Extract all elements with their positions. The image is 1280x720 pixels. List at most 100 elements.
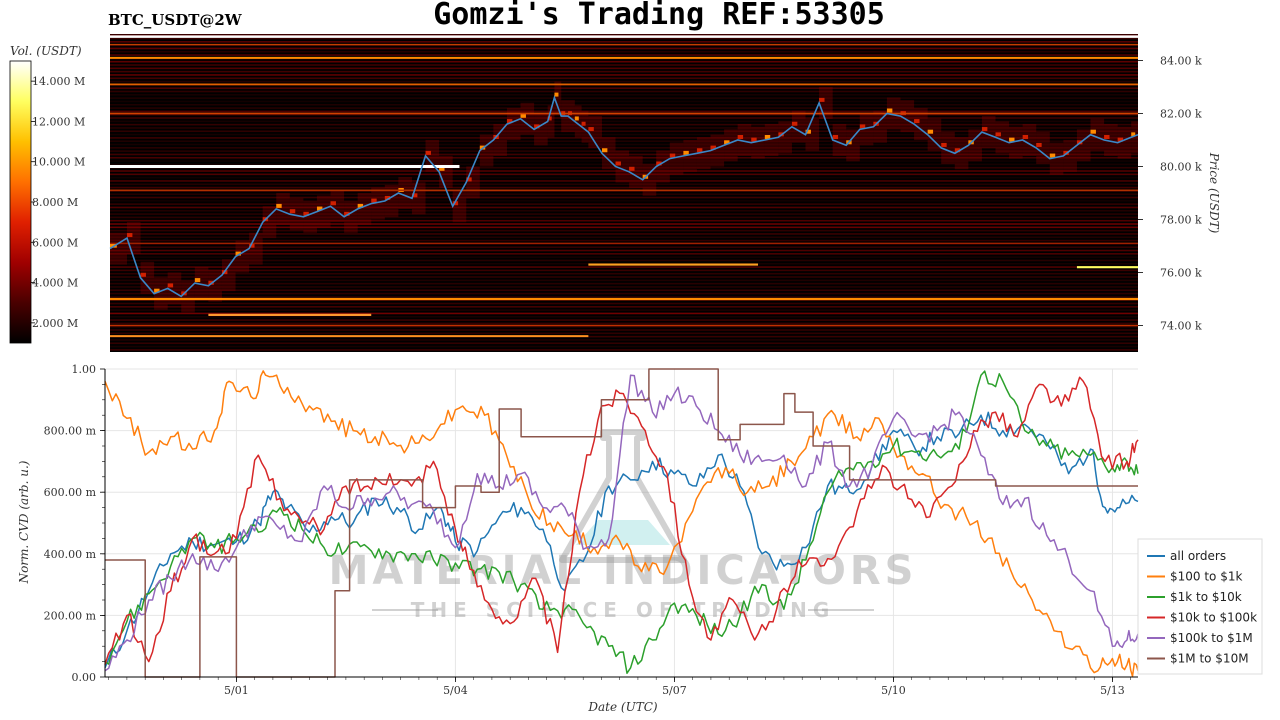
- liquidity-band: [110, 279, 1138, 282]
- heat-cell: [656, 161, 662, 166]
- heat-cloud: [656, 150, 670, 183]
- colorbar-gradient: [9, 60, 32, 344]
- heat-cell: [194, 278, 201, 283]
- liquidity-band: [110, 256, 1138, 258]
- liquidity-band: [110, 180, 1138, 182]
- liquidity-band: [110, 306, 1138, 308]
- heat-cloud: [1076, 129, 1091, 162]
- heat-cell: [547, 116, 552, 121]
- flask-icon: [559, 429, 687, 563]
- x-tick-label: 5/10: [881, 684, 906, 697]
- liquidity-band: [110, 282, 1138, 285]
- heat-cloud: [1049, 142, 1064, 175]
- liquidity-band: [110, 315, 1138, 318]
- liquidity-band: [110, 127, 1138, 129]
- heat-cell: [249, 243, 255, 248]
- y-tick-label: 1.00: [72, 363, 97, 376]
- heat-cell: [316, 206, 323, 211]
- heat-cloud: [110, 232, 127, 265]
- liquidity-band: [110, 239, 1138, 242]
- heat-cell: [452, 201, 459, 206]
- liquidity-band: [110, 77, 1138, 80]
- heat-cloud: [968, 129, 982, 162]
- liquidity-band: [110, 183, 1138, 186]
- heat-cell: [574, 116, 579, 121]
- heat-cell: [1036, 142, 1042, 147]
- colorbar-tick-label: 12.000 M: [32, 115, 85, 128]
- legend-box: [1137, 538, 1263, 675]
- liquidity-band: [110, 335, 1138, 338]
- heat-cloud: [140, 261, 155, 294]
- heat-cell: [1022, 135, 1029, 139]
- heat-cell: [371, 198, 377, 203]
- heat-cloud: [832, 124, 847, 156]
- y-tick-label: 600.00 m: [44, 486, 97, 499]
- colorbar-tick-label: 2.000 M: [32, 317, 78, 330]
- liquidity-band: [110, 166, 1138, 169]
- liquidity-band: [110, 345, 1138, 348]
- liquidity-band: [110, 219, 1138, 222]
- liquidity-band: [110, 266, 1138, 268]
- heat-cell: [588, 127, 594, 132]
- heat-cloud: [805, 118, 820, 151]
- liquidity-band: [110, 302, 1138, 305]
- legend-item: $1M to $10M: [1170, 652, 1249, 666]
- heat-cloud: [995, 121, 1010, 154]
- heat-cloud: [534, 113, 548, 146]
- heat-cloud: [751, 126, 765, 159]
- colorbar-tick-label: 8.000 M: [32, 196, 78, 209]
- price-tick-label: 74.00 k: [1160, 320, 1202, 333]
- legend-item: $10k to $100k: [1170, 611, 1257, 625]
- heat-cell: [859, 124, 866, 129]
- cvd-chart: MATERIAL INDICATORS THE SCIENCE OF TRADI…: [17, 363, 1263, 714]
- heat-cell: [506, 119, 513, 124]
- liquidity-band: [110, 276, 1138, 278]
- heat-cell: [330, 201, 336, 206]
- legend: all orders $100 to $1k $1k to $10k $10k to …: [1137, 538, 1263, 675]
- heat-cloud: [384, 184, 399, 217]
- liquidity-band: [110, 236, 1138, 239]
- liquidity-band: [110, 196, 1138, 199]
- heat-cell: [357, 203, 364, 208]
- heat-cloud: [615, 150, 630, 183]
- liquidity-band: [110, 143, 1138, 146]
- liquidity-band: [110, 292, 1138, 295]
- liquidity-band: [110, 319, 1138, 321]
- liquidity-band: [110, 253, 1138, 255]
- heat-cell: [384, 195, 391, 200]
- liquidity-band: [110, 110, 1138, 113]
- heat-cloud: [710, 134, 725, 167]
- liquidity-band: [110, 249, 1138, 252]
- heat-cell: [466, 177, 472, 182]
- liquidity-band: [110, 60, 1138, 63]
- heat-cell: [1104, 135, 1110, 139]
- heat-cell: [411, 193, 418, 198]
- liquidity-band: [110, 90, 1138, 93]
- liquidity-band: [110, 216, 1138, 219]
- liquidity-band: [110, 269, 1138, 272]
- heat-cloud: [900, 100, 915, 133]
- price-tick-label: 76.00 k: [1160, 267, 1202, 280]
- liquidity-band: [110, 193, 1138, 195]
- heat-cell: [629, 166, 635, 171]
- liquidity-band: [110, 130, 1138, 133]
- colorbar-label: Vol. (USDT): [10, 44, 82, 58]
- price-tick-label: 82.00 k: [1160, 108, 1202, 121]
- heat-cloud: [466, 166, 480, 199]
- liquidity-band: [110, 147, 1138, 149]
- liquidity-band: [110, 137, 1138, 139]
- heat-cell: [995, 132, 1001, 137]
- heat-cell: [554, 92, 559, 97]
- liquidity-band: [110, 103, 1138, 106]
- liquidity-band: [110, 160, 1138, 162]
- order-book-heatmap: 74.00 k 76.00 k 78.00 k 80.00 k 82.00 k 84.00…: [109, 34, 1221, 352]
- heat-cell: [615, 161, 621, 166]
- liquidity-band: [110, 329, 1138, 331]
- liquidity-band: [110, 41, 1138, 43]
- liquidity-band: [110, 117, 1138, 119]
- heat-cloud: [1009, 126, 1023, 159]
- liquidity-band: [110, 37, 1138, 40]
- liquidity-band: [110, 80, 1138, 83]
- heat-cell: [235, 251, 241, 256]
- heat-cell: [601, 148, 608, 153]
